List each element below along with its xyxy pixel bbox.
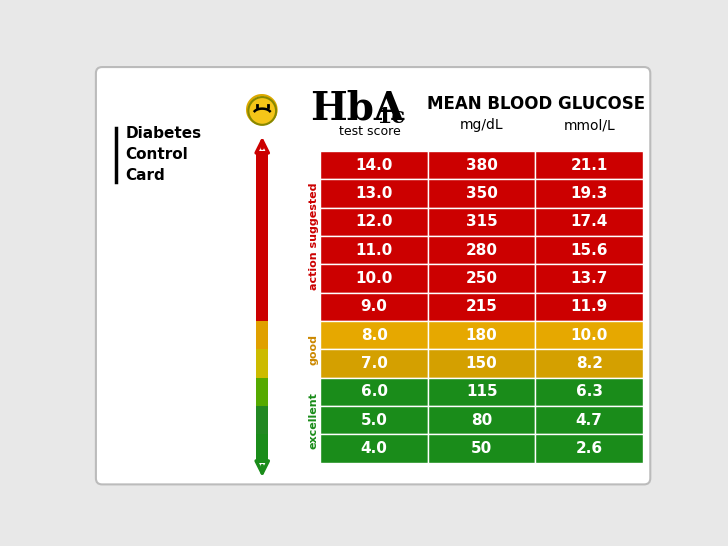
Text: 15.6: 15.6	[571, 243, 608, 258]
Text: 80: 80	[471, 413, 492, 428]
Bar	[535, 406, 644, 435]
Bar	[535, 179, 644, 207]
Bar	[320, 151, 428, 179]
Text: 2.6: 2.6	[576, 441, 603, 456]
Text: 10.0: 10.0	[355, 271, 393, 286]
FancyBboxPatch shape	[96, 67, 650, 484]
Bar	[256, 236, 269, 264]
Circle shape	[248, 97, 276, 125]
Text: MEAN BLOOD GLUCOSE: MEAN BLOOD GLUCOSE	[427, 94, 645, 112]
Bar	[256, 321, 269, 349]
Bar	[320, 293, 428, 321]
Bar	[320, 179, 428, 207]
Text: 8.0: 8.0	[360, 328, 387, 343]
Bar	[428, 264, 535, 293]
Text: 11.0: 11.0	[355, 243, 393, 258]
Bar	[256, 435, 269, 463]
Text: Diabetes
Control
Card: Diabetes Control Card	[125, 126, 201, 183]
Bar	[320, 207, 428, 236]
Text: 4.0: 4.0	[360, 441, 387, 456]
Bar	[320, 321, 428, 349]
Bar	[535, 264, 644, 293]
Text: 19.3: 19.3	[571, 186, 608, 201]
Bar	[256, 349, 269, 378]
Bar	[320, 406, 428, 435]
Text: 17.4: 17.4	[571, 215, 608, 229]
Bar	[428, 378, 535, 406]
Text: 1c: 1c	[376, 106, 405, 128]
Text: 6.0: 6.0	[360, 384, 387, 400]
Text: 7.0: 7.0	[360, 356, 387, 371]
Text: 14.0: 14.0	[355, 158, 393, 173]
Bar	[428, 236, 535, 264]
Text: 12.0: 12.0	[355, 215, 393, 229]
Text: 150: 150	[466, 356, 497, 371]
Text: 215: 215	[466, 299, 498, 314]
Text: 5.0: 5.0	[360, 413, 387, 428]
Text: 8.2: 8.2	[576, 356, 603, 371]
Bar	[535, 378, 644, 406]
Text: 13.7: 13.7	[571, 271, 608, 286]
Bar	[428, 151, 535, 179]
Bar	[320, 349, 428, 378]
Bar	[256, 378, 269, 406]
Bar	[256, 179, 269, 207]
Text: 380: 380	[466, 158, 498, 173]
Bar	[256, 264, 269, 293]
Bar	[320, 378, 428, 406]
Bar	[320, 236, 428, 264]
Bar	[535, 236, 644, 264]
Bar	[535, 349, 644, 378]
Bar	[256, 207, 269, 236]
Bar	[428, 179, 535, 207]
Bar	[320, 264, 428, 293]
Bar	[535, 207, 644, 236]
Text: ☹: ☹	[243, 96, 281, 129]
Bar	[428, 293, 535, 321]
Text: 6.3: 6.3	[576, 384, 603, 400]
Text: 115: 115	[466, 384, 497, 400]
Text: action suggested: action suggested	[309, 182, 319, 290]
Text: 10.0: 10.0	[571, 328, 608, 343]
Text: 180: 180	[466, 328, 497, 343]
Bar	[428, 349, 535, 378]
Text: mmol/L: mmol/L	[563, 118, 615, 132]
Bar	[428, 406, 535, 435]
Text: 4.7: 4.7	[576, 413, 603, 428]
Circle shape	[248, 489, 276, 517]
Bar	[535, 435, 644, 463]
Bar	[535, 293, 644, 321]
Text: excellent: excellent	[309, 392, 319, 449]
Bar	[535, 321, 644, 349]
Text: 350: 350	[466, 186, 498, 201]
Text: test score: test score	[339, 125, 401, 138]
Bar	[428, 207, 535, 236]
Bar	[320, 435, 428, 463]
Text: HbA: HbA	[310, 89, 404, 127]
Text: 315: 315	[466, 215, 497, 229]
Text: 280: 280	[466, 243, 498, 258]
Bar	[428, 321, 535, 349]
Text: 250: 250	[466, 271, 498, 286]
Bar	[256, 406, 269, 435]
Text: 9.0: 9.0	[360, 299, 387, 314]
Text: 50: 50	[471, 441, 492, 456]
Bar	[256, 151, 269, 179]
Bar	[535, 151, 644, 179]
Text: 13.0: 13.0	[355, 186, 393, 201]
Text: 21.1: 21.1	[571, 158, 608, 173]
Text: good: good	[309, 334, 319, 365]
Text: mg/dL: mg/dL	[460, 118, 504, 132]
Bar	[256, 293, 269, 321]
Text: 11.9: 11.9	[571, 299, 608, 314]
Bar	[428, 435, 535, 463]
